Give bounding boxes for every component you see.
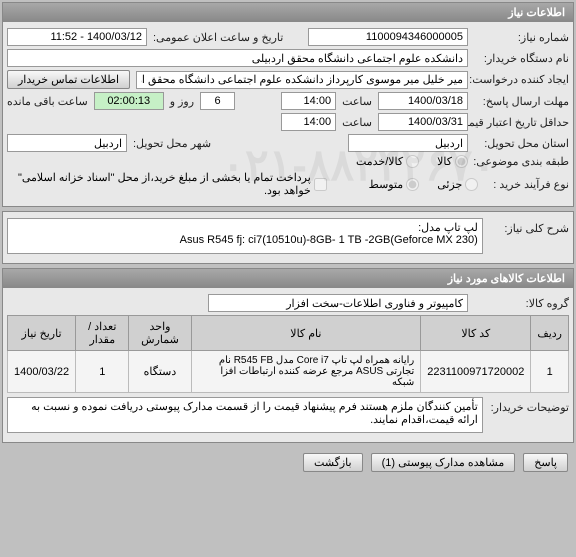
buyer-org — [7, 49, 468, 67]
remain-label: ساعت باقی مانده — [7, 95, 88, 108]
radio-goods-label: کالا — [437, 155, 452, 168]
time-remaining — [94, 92, 164, 110]
purchase-type-label: نوع فرآیند خرید : — [484, 178, 569, 191]
table-header: تعداد / مقدار — [76, 316, 129, 351]
table-header: ردیف — [531, 316, 569, 351]
table-header: واحد شمارش — [129, 316, 191, 351]
deadline-date — [378, 92, 468, 110]
table-cell: 2231100971720002 — [421, 351, 531, 393]
need-no — [308, 28, 468, 46]
partial-pay-checkbox — [314, 178, 327, 191]
table-cell: 1 — [531, 351, 569, 393]
group — [208, 294, 468, 312]
announce-label: تاریخ و ساعت اعلان عمومی: — [153, 31, 283, 44]
notes-label: توضیحات خریدار: — [489, 397, 569, 414]
days-label: روز و — [170, 95, 194, 108]
valid-label: حداقل تاریخ اعتبار قیمت: تا تاریخ: — [474, 116, 569, 129]
category-label: طبقه بندی موضوعی: — [474, 155, 569, 168]
deadline-label: مهلت ارسال پاسخ: — [474, 95, 569, 108]
days-remaining — [200, 92, 235, 110]
radio-small — [465, 178, 478, 191]
contact-button[interactable]: اطلاعات تماس خریدار — [7, 70, 130, 89]
table-cell: 1 — [76, 351, 129, 393]
panel-title: اطلاعات نیاز — [3, 3, 573, 22]
radio-small-label: جزئی — [437, 178, 462, 191]
buyer-org-label: نام دستگاه خریدار: — [474, 52, 569, 65]
table-header: کد کالا — [421, 316, 531, 351]
desc-label: شرح کلی نیاز: — [489, 218, 569, 235]
table-header: نام کالا — [191, 316, 421, 351]
city — [7, 134, 127, 152]
goods-table: ردیفکد کالانام کالاواحد شمارشتعداد / مقد… — [7, 315, 569, 393]
panel-need-info: اطلاعات نیاز شماره نیاز: تاریخ و ساعت اع… — [2, 2, 574, 207]
answer-button[interactable]: پاسخ — [523, 453, 568, 472]
table-row: 12231100971720002رایانه همراه لپ تاپ Cor… — [8, 351, 569, 393]
need-no-label: شماره نیاز: — [474, 31, 569, 44]
panel-desc: شرح کلی نیاز: — [2, 211, 574, 264]
table-cell: رایانه همراه لپ تاپ Core i7 مدل R545 FB … — [191, 351, 421, 393]
radio-goods — [455, 155, 468, 168]
panel-goods: اطلاعات کالاهای مورد نیاز گروه کالا: ردی… — [2, 268, 574, 443]
partial-pay-label: پرداخت تمام یا بخشی از مبلغ خرید،از محل … — [7, 171, 311, 197]
valid-date — [378, 113, 468, 131]
deadline-hour — [281, 92, 336, 110]
radio-service-label: کالا/خدمت — [356, 155, 403, 168]
province — [348, 134, 468, 152]
table-cell: 1400/03/22 — [8, 351, 76, 393]
footer-bar: پاسخ مشاهده مدارک پیوستی (1) بازگشت — [2, 447, 574, 478]
valid-hour — [281, 113, 336, 131]
creator-label: ایجاد کننده درخواست: — [474, 73, 569, 86]
desc-text — [7, 218, 483, 254]
table-header: تاریخ نیاز — [8, 316, 76, 351]
hour-label-1: ساعت — [342, 95, 372, 108]
city-label: شهر محل تحویل: — [133, 137, 211, 150]
radio-medium-label: متوسط — [369, 178, 404, 191]
creator — [136, 71, 468, 89]
back-button[interactable]: بازگشت — [303, 453, 363, 472]
table-cell: دستگاه — [129, 351, 191, 393]
announce-date — [7, 28, 147, 46]
radio-medium — [406, 178, 419, 191]
panel-goods-title: اطلاعات کالاهای مورد نیاز — [3, 269, 573, 288]
hour-label-2: ساعت — [342, 116, 372, 129]
attachments-button[interactable]: مشاهده مدارک پیوستی (1) — [371, 453, 516, 472]
group-label: گروه کالا: — [474, 297, 569, 310]
notes-text — [7, 397, 483, 433]
province-label: استان محل تحویل: — [474, 137, 569, 150]
radio-service — [406, 155, 419, 168]
